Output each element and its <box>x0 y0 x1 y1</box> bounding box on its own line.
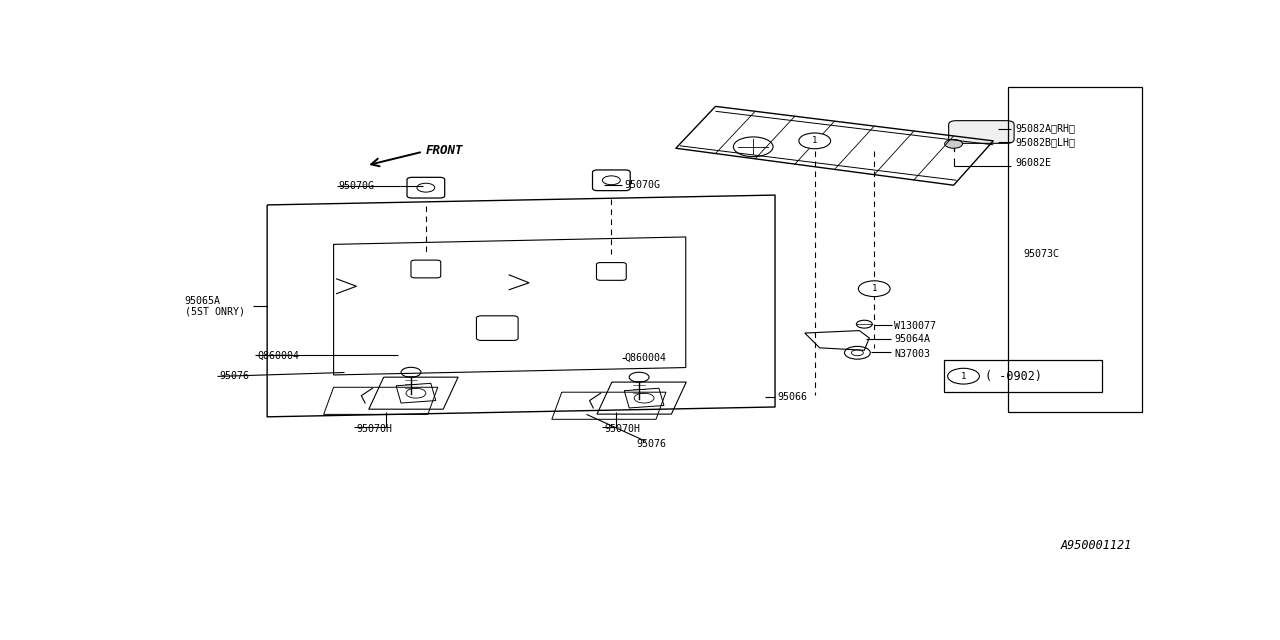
Text: A950001121: A950001121 <box>1061 540 1132 552</box>
Text: FRONT: FRONT <box>426 144 463 157</box>
Text: 95070G: 95070G <box>625 180 660 190</box>
Text: 95070H: 95070H <box>356 424 393 434</box>
FancyBboxPatch shape <box>948 121 1014 143</box>
Text: ( -0902): ( -0902) <box>986 370 1042 383</box>
Text: 95076: 95076 <box>636 439 666 449</box>
Text: Q860004: Q860004 <box>257 350 300 360</box>
Bar <box>943 360 1102 392</box>
Text: 95082B〈LH〉: 95082B〈LH〉 <box>1015 137 1075 147</box>
Circle shape <box>859 281 890 296</box>
Text: 96082E: 96082E <box>1015 158 1051 168</box>
Text: 95076: 95076 <box>220 371 250 381</box>
Text: 1: 1 <box>812 136 818 145</box>
Text: (5ST ONRY): (5ST ONRY) <box>184 307 244 317</box>
Text: N37003: N37003 <box>895 349 931 359</box>
Text: Q860004: Q860004 <box>625 353 667 363</box>
Text: 95082A〈RH〉: 95082A〈RH〉 <box>1015 124 1075 134</box>
Text: 95064A: 95064A <box>895 334 931 344</box>
Text: 95070H: 95070H <box>604 424 640 434</box>
Text: 1: 1 <box>961 372 966 381</box>
Circle shape <box>947 368 979 384</box>
Text: 95066: 95066 <box>777 392 806 402</box>
FancyBboxPatch shape <box>476 316 518 340</box>
Text: 1: 1 <box>872 284 877 293</box>
Circle shape <box>799 133 831 148</box>
Text: 95065A: 95065A <box>184 296 221 306</box>
Circle shape <box>945 140 963 148</box>
FancyBboxPatch shape <box>596 262 626 280</box>
Bar <box>1009 86 1142 412</box>
Text: 95070G: 95070G <box>338 181 375 191</box>
FancyBboxPatch shape <box>411 260 440 278</box>
Text: W130077: W130077 <box>895 321 936 331</box>
Text: 95073C: 95073C <box>1023 249 1059 259</box>
